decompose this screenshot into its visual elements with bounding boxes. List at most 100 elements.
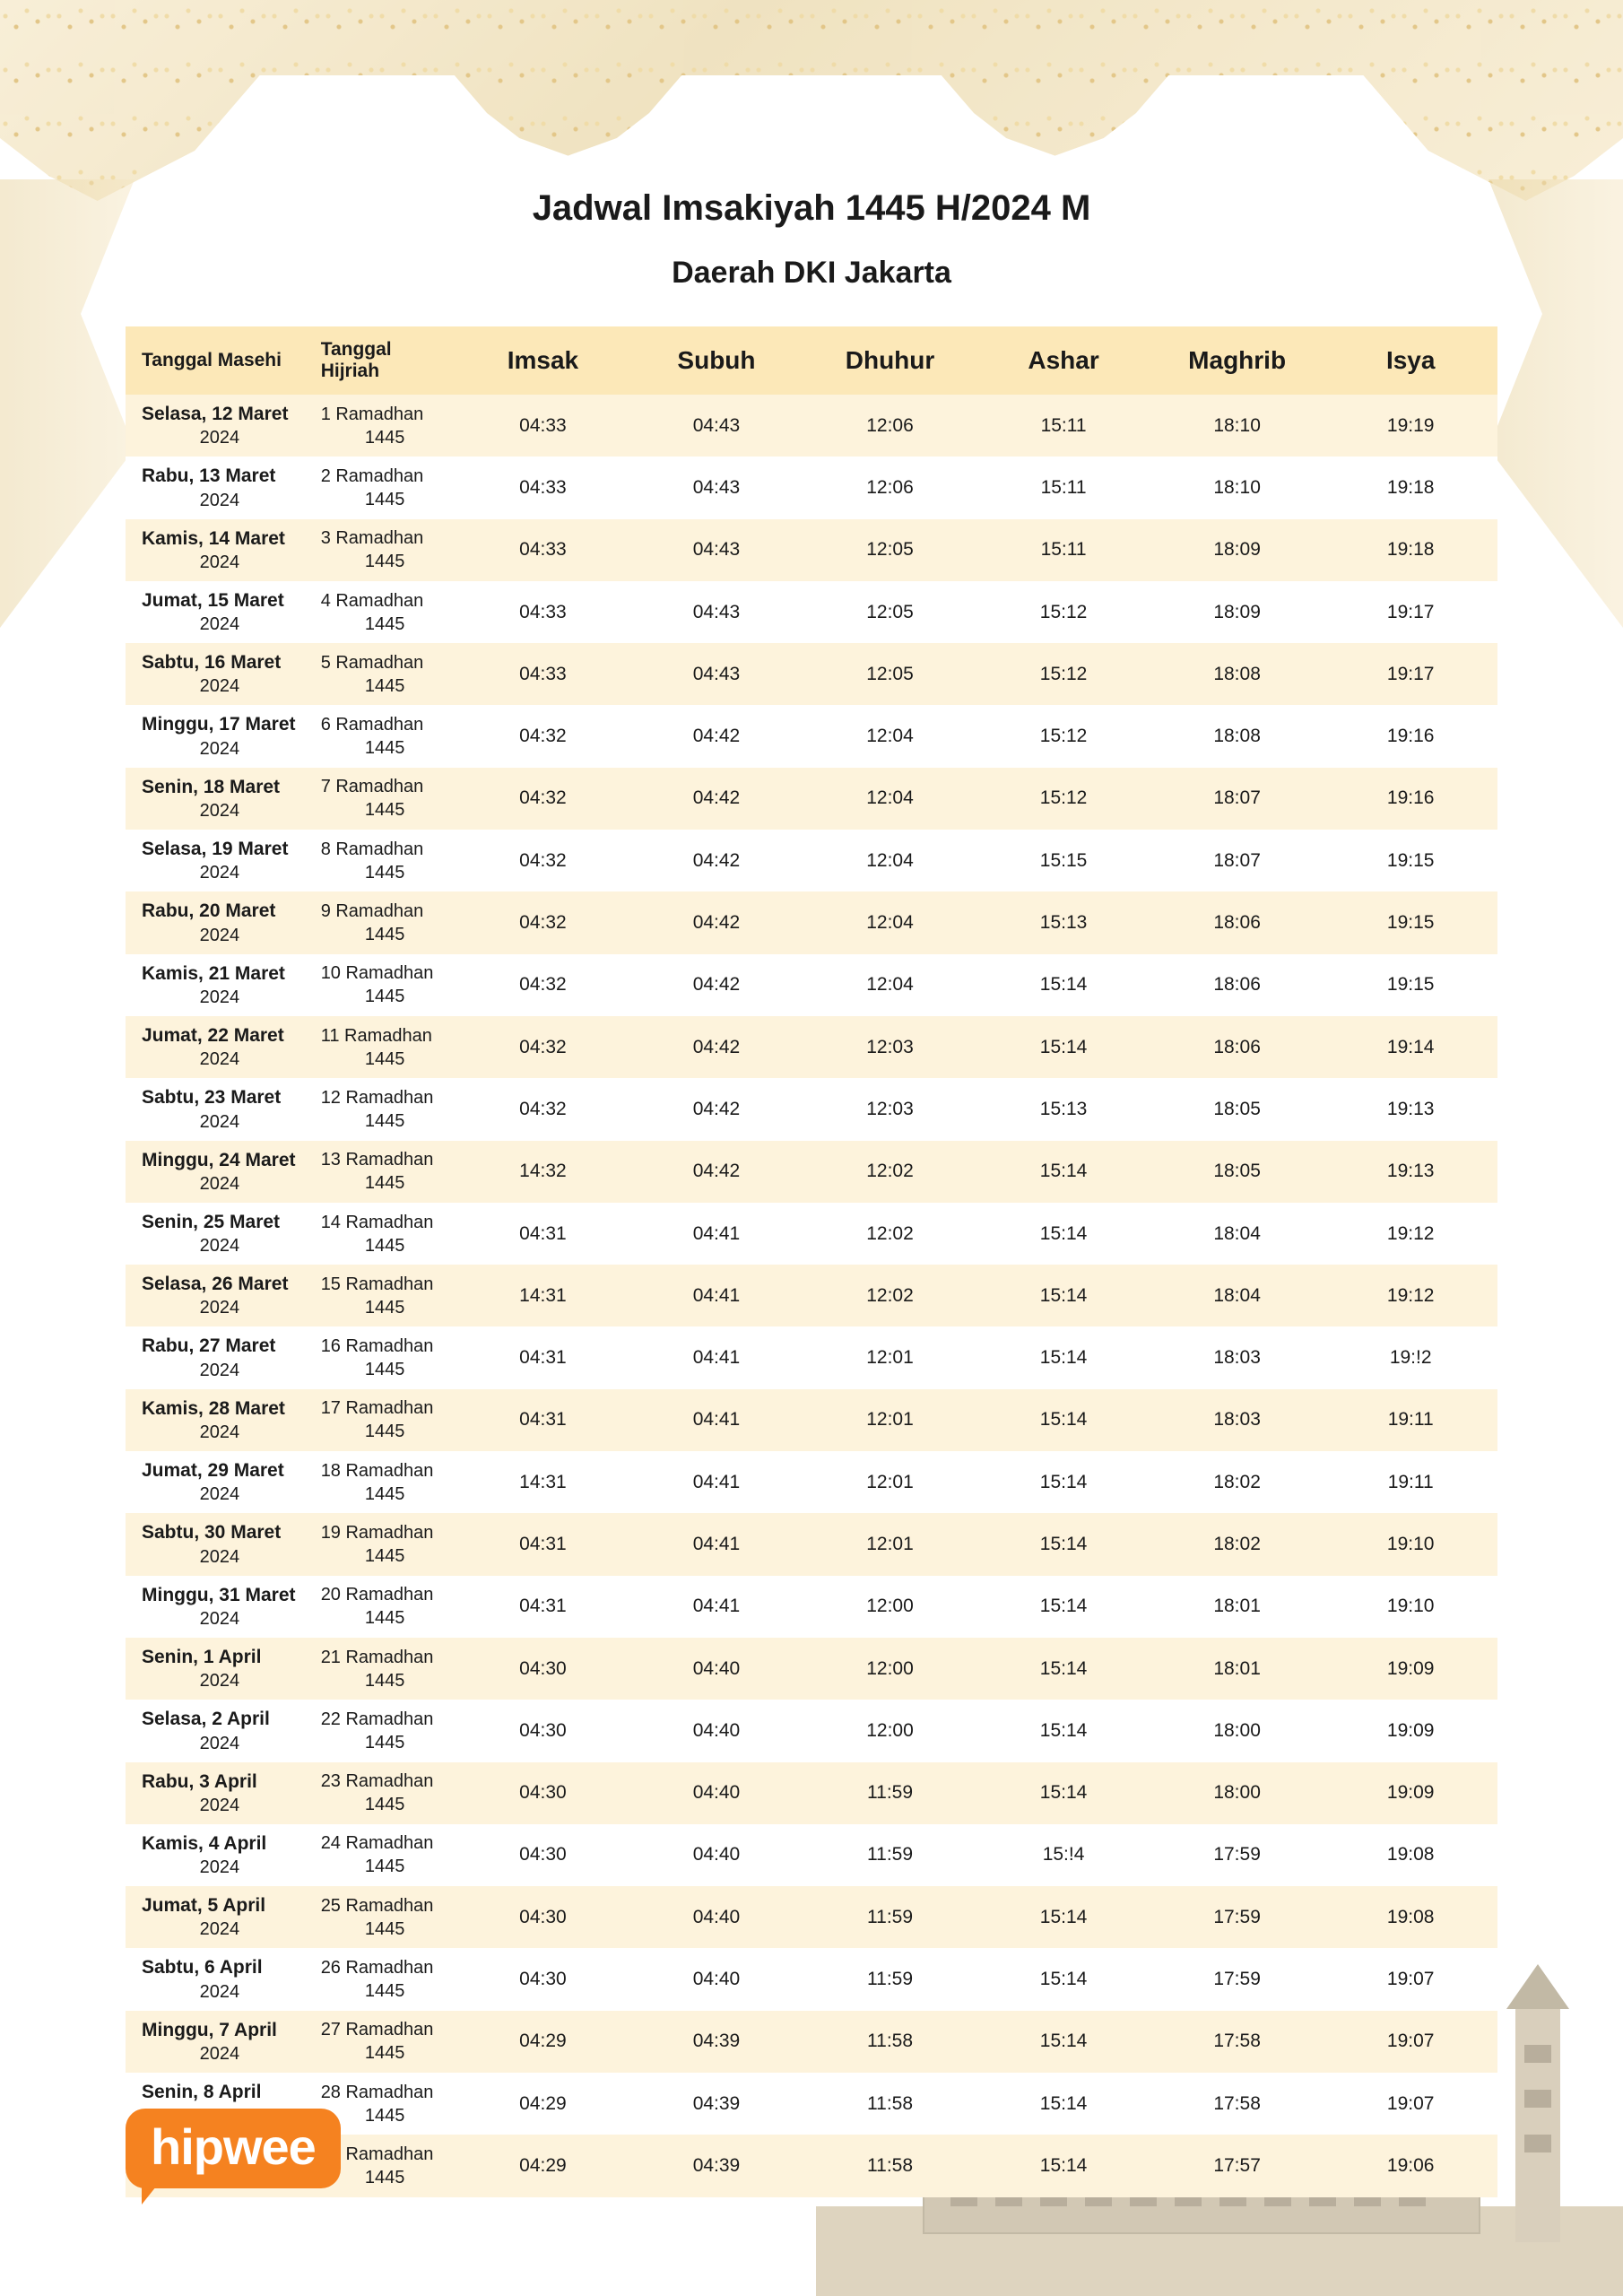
cell-hijriah: 8 Ramadhan1445 [305, 830, 456, 891]
cell-subuh: 04:42 [629, 1016, 803, 1078]
cell-masehi: Kamis, 28 Maret2024 [126, 1389, 305, 1451]
cell-ashar: 15:14 [976, 1948, 1150, 2010]
col-header-hijriah: Tanggal Hijriah [305, 326, 456, 395]
cell-ashar: 15:12 [976, 581, 1150, 643]
cell-imsak: 04:29 [456, 2011, 630, 2073]
cell-isya: 19:15 [1324, 954, 1497, 1016]
cell-imsak: 04:31 [456, 1326, 630, 1388]
cell-dhuhur: 12:03 [803, 1016, 977, 1078]
table-row: Rabu, 3 April202423 Ramadhan144504:3004:… [126, 1762, 1497, 1824]
cell-hijriah: 19 Ramadhan1445 [305, 1513, 456, 1575]
cell-ashar: 15:14 [976, 1016, 1150, 1078]
cell-hijriah: 11 Ramadhan1445 [305, 1016, 456, 1078]
cell-dhuhur: 12:03 [803, 1078, 977, 1140]
cell-ashar: 15:14 [976, 2135, 1150, 2196]
cell-imsak: 04:32 [456, 830, 630, 891]
cell-masehi: Jumat, 15 Maret2024 [126, 581, 305, 643]
cell-ashar: 15:14 [976, 1141, 1150, 1203]
cell-dhuhur: 12:04 [803, 768, 977, 830]
cell-subuh: 04:39 [629, 2135, 803, 2196]
table-row: Kamis, 4 April202424 Ramadhan144504:3004… [126, 1824, 1497, 1886]
cell-subuh: 04:42 [629, 1141, 803, 1203]
cell-hijriah: 7 Ramadhan1445 [305, 768, 456, 830]
brand-logo-text: hipwee [126, 2109, 341, 2188]
table-row: Selasa, 26 Maret202415 Ramadhan144514:31… [126, 1265, 1497, 1326]
cell-subuh: 04:41 [629, 1389, 803, 1451]
cell-masehi: Rabu, 3 April2024 [126, 1762, 305, 1824]
cell-maghrib: 18:01 [1150, 1576, 1324, 1638]
cell-ashar: 15:14 [976, 1326, 1150, 1388]
cell-hijriah: 18 Ramadhan1445 [305, 1451, 456, 1513]
cell-subuh: 04:41 [629, 1513, 803, 1575]
cell-imsak: 04:33 [456, 395, 630, 457]
cell-maghrib: 18:06 [1150, 1016, 1324, 1078]
cell-isya: 19:18 [1324, 519, 1497, 581]
cell-dhuhur: 12:05 [803, 643, 977, 705]
cell-ashar: 15:13 [976, 1078, 1150, 1140]
cell-maghrib: 18:10 [1150, 457, 1324, 518]
cell-ashar: 15:12 [976, 768, 1150, 830]
cell-maghrib: 18:02 [1150, 1451, 1324, 1513]
cell-hijriah: 17 Ramadhan1445 [305, 1389, 456, 1451]
cell-dhuhur: 12:00 [803, 1638, 977, 1700]
cell-imsak: 04:30 [456, 1762, 630, 1824]
cell-masehi: Rabu, 20 Maret2024 [126, 891, 305, 953]
cell-dhuhur: 12:01 [803, 1326, 977, 1388]
cell-imsak: 04:32 [456, 705, 630, 767]
col-header-isya: Isya [1324, 326, 1497, 395]
table-row: Jumat, 29 Maret202418 Ramadhan144514:310… [126, 1451, 1497, 1513]
cell-masehi: Selasa, 26 Maret2024 [126, 1265, 305, 1326]
cell-maghrib: 18:04 [1150, 1203, 1324, 1265]
table-row: Minggu, 24 Maret202413 Ramadhan144514:32… [126, 1141, 1497, 1203]
cell-subuh: 04:40 [629, 1948, 803, 2010]
cell-ashar: 15:12 [976, 643, 1150, 705]
cell-isya: 19:19 [1324, 395, 1497, 457]
cell-masehi: Jumat, 5 April2024 [126, 1886, 305, 1948]
cell-isya: 19:11 [1324, 1389, 1497, 1451]
cell-ashar: 15:14 [976, 2011, 1150, 2073]
table-row: Senin, 18 Maret20247 Ramadhan144504:3204… [126, 768, 1497, 830]
table-row: Minggu, 17 Maret20246 Ramadhan144504:320… [126, 705, 1497, 767]
table-row: Kamis, 28 Maret202417 Ramadhan144504:310… [126, 1389, 1497, 1451]
page-title: Jadwal Imsakiyah 1445 H/2024 M [126, 188, 1497, 229]
table-row: Rabu, 20 Maret20249 Ramadhan144504:3204:… [126, 891, 1497, 953]
table-row: Senin, 25 Maret202414 Ramadhan144504:310… [126, 1203, 1497, 1265]
cell-maghrib: 18:00 [1150, 1762, 1324, 1824]
cell-maghrib: 17:59 [1150, 1948, 1324, 2010]
cell-masehi: Kamis, 14 Maret2024 [126, 519, 305, 581]
cell-isya: 19:18 [1324, 457, 1497, 518]
cell-maghrib: 18:03 [1150, 1326, 1324, 1388]
cell-isya: 19:07 [1324, 1948, 1497, 2010]
cell-dhuhur: 12:04 [803, 891, 977, 953]
cell-hijriah: 10 Ramadhan1445 [305, 954, 456, 1016]
cell-ashar: 15:14 [976, 1762, 1150, 1824]
cell-subuh: 04:43 [629, 395, 803, 457]
cell-dhuhur: 12:00 [803, 1700, 977, 1761]
cell-isya: 19:13 [1324, 1141, 1497, 1203]
cell-hijriah: 14 Ramadhan1445 [305, 1203, 456, 1265]
cell-dhuhur: 11:59 [803, 1948, 977, 2010]
cell-hijriah: 6 Ramadhan1445 [305, 705, 456, 767]
cell-dhuhur: 12:01 [803, 1451, 977, 1513]
col-header-maghrib: Maghrib [1150, 326, 1324, 395]
table-row: Sabtu, 23 Maret202412 Ramadhan144504:320… [126, 1078, 1497, 1140]
cell-isya: 19:09 [1324, 1638, 1497, 1700]
cell-ashar: 15:11 [976, 519, 1150, 581]
cell-maghrib: 18:07 [1150, 830, 1324, 891]
cell-dhuhur: 12:04 [803, 705, 977, 767]
cell-dhuhur: 12:02 [803, 1141, 977, 1203]
cell-maghrib: 18:07 [1150, 768, 1324, 830]
cell-isya: 19:11 [1324, 1451, 1497, 1513]
cell-masehi: Sabtu, 6 April2024 [126, 1948, 305, 2010]
cell-subuh: 04:41 [629, 1265, 803, 1326]
cell-subuh: 04:40 [629, 1700, 803, 1761]
cell-subuh: 04:41 [629, 1576, 803, 1638]
cell-dhuhur: 12:05 [803, 519, 977, 581]
cell-dhuhur: 12:01 [803, 1513, 977, 1575]
cell-imsak: 04:32 [456, 1016, 630, 1078]
cell-maghrib: 17:59 [1150, 1886, 1324, 1948]
cell-maghrib: 18:09 [1150, 581, 1324, 643]
cell-imsak: 04:30 [456, 1886, 630, 1948]
cell-subuh: 04:39 [629, 2073, 803, 2135]
cell-ashar: 15:13 [976, 891, 1150, 953]
